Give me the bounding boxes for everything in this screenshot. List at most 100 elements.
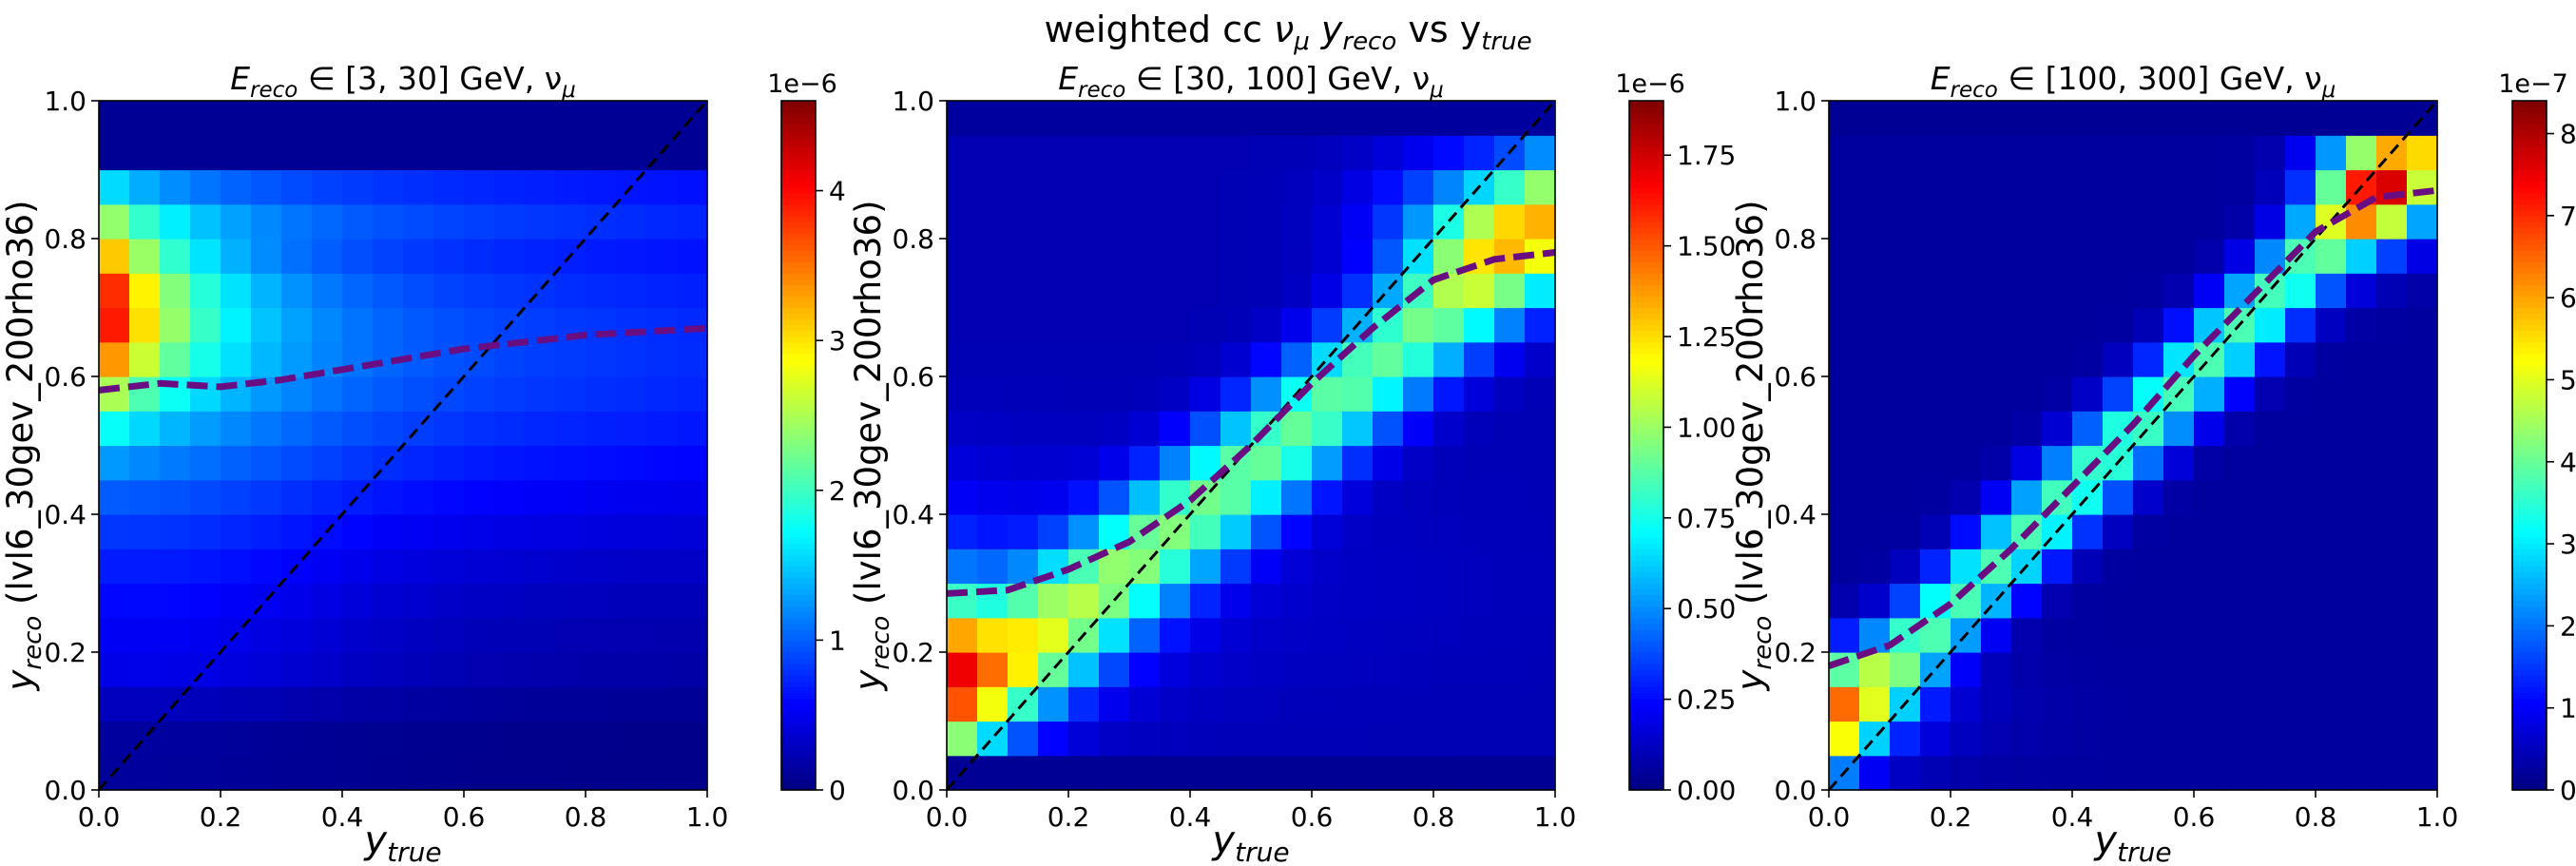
heatmap-cell	[1099, 307, 1130, 343]
colorbar-segment	[1629, 554, 1663, 561]
heatmap-cell	[1160, 617, 1191, 653]
heatmap-cell	[342, 203, 374, 240]
heatmap-cell	[2072, 411, 2104, 447]
heatmap-cell	[2316, 307, 2347, 343]
colorbar-tick-label: 2	[829, 475, 846, 507]
colorbar-segment	[2512, 600, 2547, 607]
heatmap-cell	[1859, 479, 1891, 515]
heatmap-cell	[555, 548, 586, 585]
colorbar-segment	[2512, 623, 2547, 630]
heatmap-cell	[2072, 203, 2104, 240]
heatmap-cell	[1859, 755, 1891, 791]
colorbar-segment	[1629, 652, 1663, 659]
heatmap-cell	[1068, 721, 1100, 757]
heatmap-cell	[129, 479, 161, 515]
heatmap-cell	[2042, 169, 2073, 205]
colorbar-tick-label: 1	[2560, 693, 2576, 724]
heatmap-cell	[1008, 445, 1039, 481]
heatmap-cell	[1920, 411, 1951, 447]
heatmap-cell	[677, 686, 708, 722]
heatmap-cell	[2407, 273, 2438, 309]
heatmap-cell	[464, 755, 495, 791]
heatmap-cell	[2376, 203, 2408, 240]
colorbar-segment	[781, 169, 816, 177]
heatmap-cell	[160, 273, 191, 309]
colorbar-segment	[2512, 341, 2547, 349]
heatmap-cell	[433, 617, 465, 653]
plot-frame	[1828, 100, 2438, 791]
heatmap-cell	[1221, 548, 1252, 585]
heatmap-cell	[190, 307, 221, 343]
heatmap-cell	[403, 686, 434, 722]
heatmap-cell	[2011, 652, 2043, 687]
heatmap-cell	[2346, 721, 2377, 757]
heatmap-cell	[342, 445, 374, 481]
heatmap-cell	[433, 514, 465, 549]
heatmap-cell	[555, 617, 586, 653]
heatmap-cell	[99, 411, 130, 447]
heatmap-cell	[1981, 239, 2012, 274]
heatmap-cell	[586, 341, 617, 377]
heatmap-cell	[1525, 135, 1556, 171]
colorbar-segment	[1629, 760, 1663, 768]
colorbar-segment	[1629, 479, 1663, 487]
heatmap-cell	[1981, 721, 2012, 757]
heatmap-cell	[1890, 411, 1921, 447]
heatmap-cell	[1221, 652, 1252, 687]
heatmap-cell	[2072, 239, 2104, 274]
colorbar-segment	[2512, 554, 2547, 561]
heatmap-cell	[616, 239, 647, 274]
heatmap-cell	[2133, 721, 2164, 757]
heatmap-cell	[2194, 239, 2225, 274]
heatmap-cell	[2011, 445, 2043, 481]
heatmap-cell	[2103, 721, 2134, 757]
colorbar-segment	[781, 703, 816, 711]
colorbar-segment	[781, 250, 816, 257]
heatmap-cell	[2011, 479, 2043, 515]
heatmap-cell	[2285, 445, 2316, 481]
heatmap-cell	[129, 721, 161, 757]
heatmap-cell	[160, 755, 191, 791]
heatmap-cell	[433, 411, 465, 447]
heatmap-cell	[312, 548, 343, 585]
heatmap-cell	[373, 135, 404, 171]
mean-curve	[98, 324, 708, 394]
colorbar-segment	[781, 456, 816, 464]
heatmap-cell	[433, 721, 465, 757]
colorbar-segment	[781, 192, 816, 200]
y-tick-label: 1.0	[892, 86, 934, 117]
heatmap-cell	[2042, 548, 2073, 585]
heatmap-cell	[1981, 445, 2012, 481]
colorbar-segment	[1629, 175, 1663, 183]
colorbar-segment	[1629, 330, 1663, 337]
colorbar-segment	[1629, 468, 1663, 475]
heatmap-cell	[1068, 239, 1100, 274]
heatmap-cell	[1190, 721, 1221, 757]
heatmap-cell	[1221, 583, 1252, 619]
heatmap-cell	[1068, 376, 1100, 412]
heatmap-cell	[281, 583, 313, 619]
heatmap-cell	[2224, 101, 2256, 136]
colorbar-segment	[1629, 583, 1663, 590]
heatmap-cell	[312, 583, 343, 619]
heatmap-cell	[2407, 652, 2438, 687]
heatmap-cell	[1190, 203, 1221, 240]
heatmap-cell	[525, 721, 556, 757]
colorbar-segment	[2512, 215, 2547, 222]
heatmap-cell	[1008, 307, 1039, 343]
heatmap-cell	[586, 445, 617, 481]
heatmap-cell	[373, 239, 404, 274]
colorbar-segment	[2512, 681, 2547, 687]
colorbar-tick-label: 0.00	[1677, 775, 1736, 806]
heatmap-cell	[1251, 101, 1282, 136]
colorbar-segment	[1629, 370, 1663, 377]
heatmap-cell	[2285, 755, 2316, 791]
heatmap-cell	[2194, 135, 2225, 171]
heatmap-cell	[1099, 135, 1130, 171]
colorbar-segment	[781, 617, 816, 625]
colorbar-segment	[1629, 382, 1663, 389]
heatmap-cell	[2042, 376, 2073, 412]
heatmap-cell	[221, 583, 252, 619]
heatmap-cell	[1890, 548, 1921, 585]
heatmap-cell	[1221, 239, 1252, 274]
